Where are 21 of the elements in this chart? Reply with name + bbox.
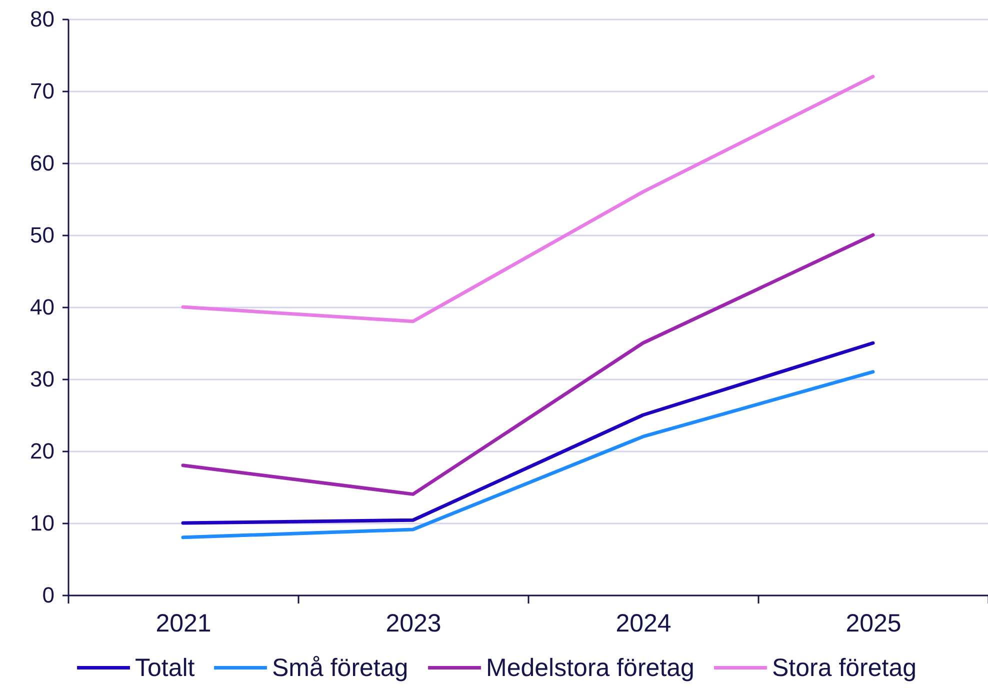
y-tick-label: 10 [30, 510, 54, 536]
x-tick-label: 2024 [616, 610, 672, 638]
y-tick-label: 20 [30, 438, 54, 464]
y-tick-label: 30 [30, 366, 54, 392]
line-series [181, 74, 875, 324]
line-series [181, 341, 875, 525]
line-series [181, 370, 875, 540]
legend-label: Totalt [135, 654, 195, 682]
legend-label: Medelstora företag [486, 654, 694, 682]
y-tick-label: 80 [30, 6, 54, 32]
legend-label: Stora företag [772, 654, 917, 682]
x-tick-label: 2023 [386, 610, 442, 638]
legend-label: Små företag [272, 654, 408, 682]
y-tick-label: 50 [30, 222, 54, 248]
y-tick-label: 40 [30, 294, 54, 320]
x-tick-label: 2021 [156, 610, 212, 638]
y-tick-label: 60 [30, 150, 54, 176]
y-tick-label: 70 [30, 78, 54, 104]
y-tick-label: 0 [42, 582, 54, 608]
line-series [181, 233, 875, 496]
x-tick-label: 2025 [846, 610, 902, 638]
